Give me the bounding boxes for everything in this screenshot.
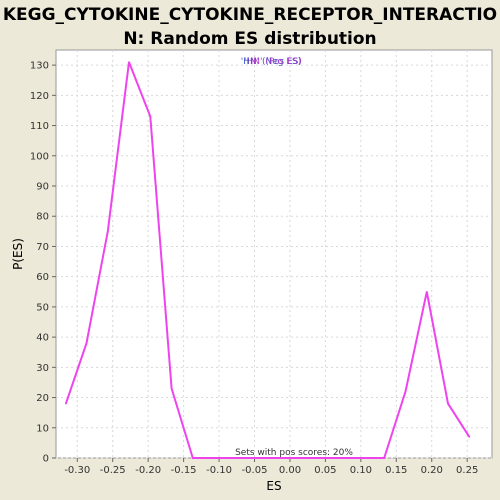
x-tick-label: 0.20 <box>421 465 443 476</box>
plot-area <box>55 49 493 459</box>
data-point <box>255 457 258 459</box>
data-point <box>128 61 130 63</box>
chart-title-line1: KEGG_CYTOKINE_CYTOKINE_RECEPTOR_INTERACT… <box>2 5 498 25</box>
y-tick-label: 120 <box>30 91 49 102</box>
data-point <box>425 290 428 293</box>
data-point <box>340 457 343 459</box>
chart-title-line2: N: Random ES distribution <box>123 29 377 49</box>
y-tick-label: 90 <box>36 182 49 193</box>
x-tick-label: 0.00 <box>279 465 301 476</box>
data-point <box>277 457 279 459</box>
y-tick-label: 0 <box>43 454 49 465</box>
data-point <box>468 436 471 438</box>
data-point <box>319 457 322 459</box>
annotation-text: Sets with pos scores: 20% <box>235 448 353 458</box>
data-point <box>234 457 237 459</box>
axes: 0 10 20 30 40 50 60 70 80 90 100 110 120 130 -0.30 -0.2… <box>30 61 478 476</box>
x-tick-label: 0.05 <box>314 465 336 476</box>
legend: 'HN' (Neg ES)'HN' (Pos ES) <box>241 57 302 67</box>
data-point <box>170 387 173 390</box>
data-point <box>298 457 300 459</box>
data-point <box>85 342 88 344</box>
y-tick-label: 10 <box>36 423 49 434</box>
y-tick-label: 130 <box>30 61 49 72</box>
y-tick-label: 50 <box>36 302 49 313</box>
x-tick-label: 0.25 <box>456 465 478 476</box>
x-tick-label: -0.15 <box>171 465 197 476</box>
data-point <box>362 457 364 459</box>
data-point <box>65 402 67 405</box>
y-tick-label: 110 <box>30 121 49 132</box>
x-axis-label: ES <box>266 479 281 493</box>
data-point <box>383 457 386 459</box>
grid <box>56 50 492 459</box>
series-line <box>64 61 471 459</box>
x-tick-label: 0.10 <box>350 465 372 476</box>
data-point <box>192 457 194 459</box>
y-tick-label: 20 <box>36 393 49 404</box>
x-tick-label: 0.15 <box>385 465 407 476</box>
legend-entry: 'HN' (Pos ES) <box>244 57 302 67</box>
y-tick-label: 40 <box>36 333 49 344</box>
data-point <box>106 230 109 233</box>
y-tick-label: 70 <box>36 242 49 253</box>
x-tick-label: -0.10 <box>206 465 232 476</box>
chart-title: KEGG_CYTOKINE_CYTOKINE_RECEPTOR_INTERACT… <box>0 3 500 51</box>
x-tick-label: -0.25 <box>100 465 126 476</box>
series-layer <box>64 61 471 459</box>
y-axis-label: P(ES) <box>11 238 25 270</box>
x-tick-label: -0.30 <box>64 465 90 476</box>
x-tick-label: -0.20 <box>135 465 161 476</box>
y-tick-label: 30 <box>36 363 49 374</box>
data-point <box>404 390 407 393</box>
legend-entry: 'HN' (Neg ES) <box>241 57 302 67</box>
y-tick-label: 100 <box>30 151 49 162</box>
y-tick-label: 60 <box>36 272 49 283</box>
x-tick-label: -0.05 <box>242 465 268 476</box>
data-point <box>213 457 215 459</box>
y-tick-label: 80 <box>36 212 49 223</box>
data-point <box>149 115 152 118</box>
data-point <box>447 402 449 405</box>
